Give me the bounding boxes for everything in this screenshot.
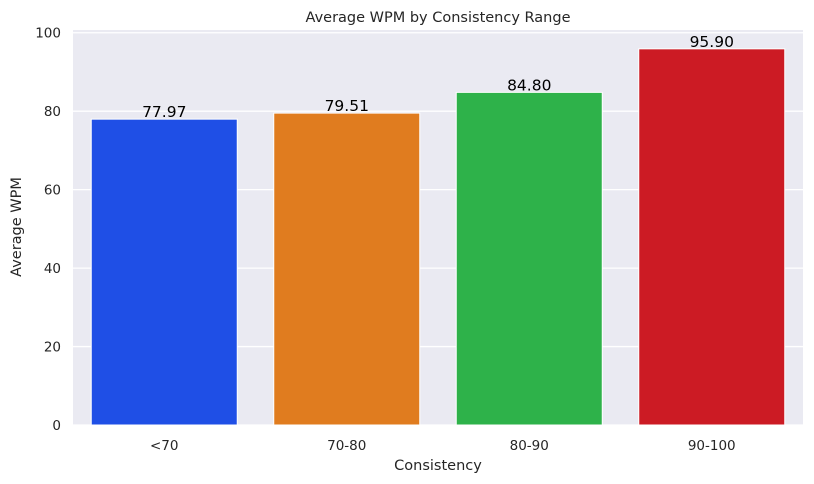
- bar: [90, 118, 238, 426]
- bar-value-label: 95.90: [690, 33, 734, 51]
- bars: [90, 48, 786, 426]
- y-tick-label: 40: [44, 261, 61, 277]
- data-labels: 77.97 79.51 84.80 95.90: [142, 33, 734, 121]
- y-tick-label: 20: [44, 340, 61, 356]
- x-axis-ticks: <70 70-80 80-90 90-100: [150, 438, 736, 454]
- x-tick-label: <70: [150, 438, 179, 454]
- x-axis-label: Consistency: [394, 458, 482, 474]
- y-axis-ticks: 0 20 40 60 80 100: [35, 26, 61, 434]
- y-tick-label: 0: [52, 418, 61, 434]
- bar-value-label: 79.51: [325, 97, 369, 115]
- y-tick-label: 100: [35, 26, 61, 42]
- bar: [455, 91, 603, 426]
- y-tick-label: 80: [44, 104, 61, 120]
- bar-value-label: 77.97: [142, 103, 186, 121]
- bar: [273, 112, 421, 426]
- x-tick-label: 80-90: [510, 438, 549, 454]
- y-axis-label: Average WPM: [9, 177, 25, 277]
- chart-title: Average WPM by Consistency Range: [306, 10, 571, 26]
- bar: [638, 48, 786, 426]
- x-tick-label: 90-100: [688, 438, 736, 454]
- y-tick-label: 60: [44, 183, 61, 199]
- x-tick-label: 70-80: [327, 438, 366, 454]
- bar-value-label: 84.80: [507, 76, 551, 94]
